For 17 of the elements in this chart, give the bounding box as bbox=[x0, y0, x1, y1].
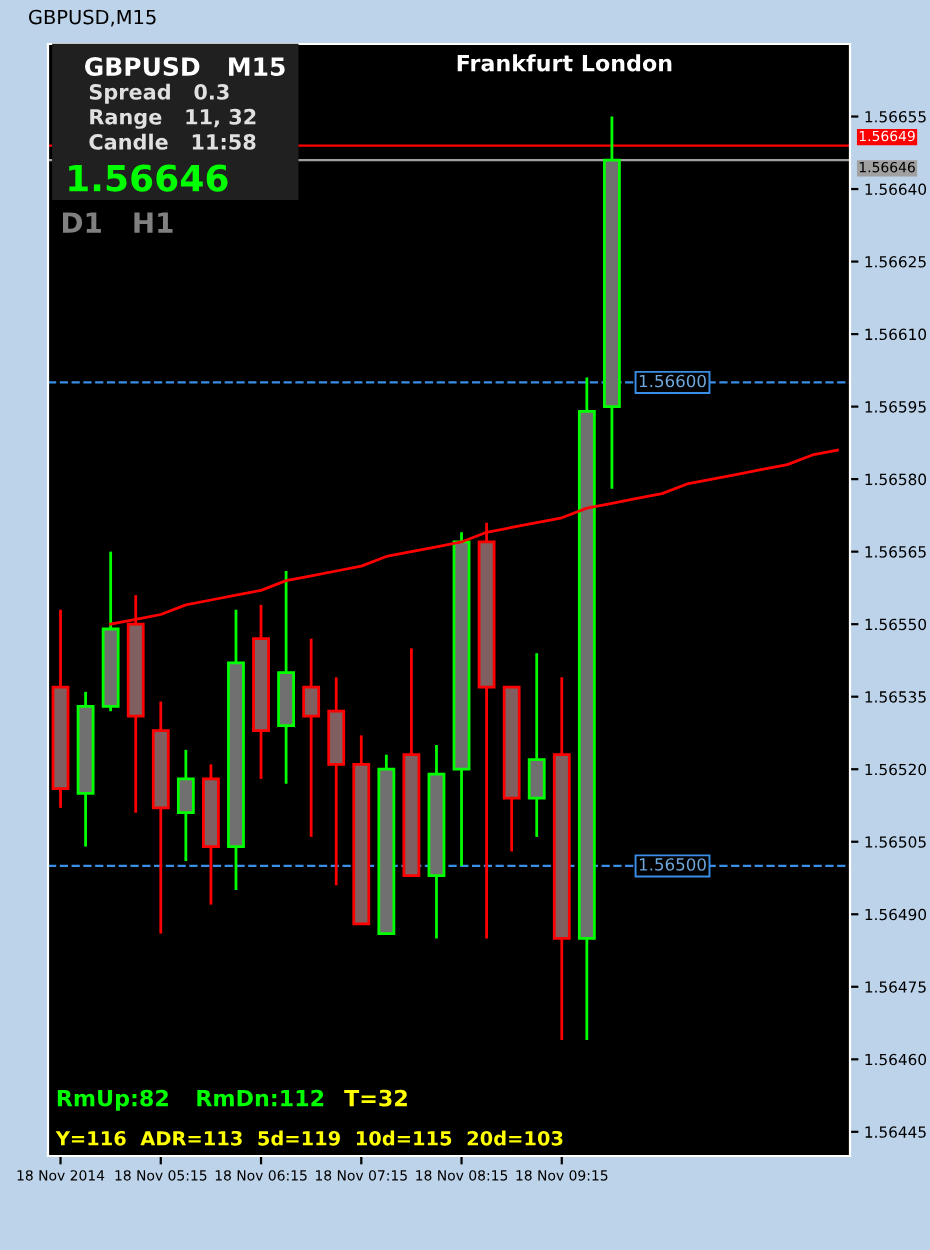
candlestick bbox=[176, 748, 195, 863]
annotation: Frankfurt London bbox=[457, 54, 672, 72]
annotation: Spread 0.3 bbox=[89, 83, 229, 104]
candlestick bbox=[527, 651, 546, 839]
annotation: GBPUSD M15 bbox=[84, 57, 285, 76]
annotation: T=32 bbox=[344, 1089, 407, 1107]
ref-line-label: 1.56500 bbox=[639, 858, 706, 871]
annotation: RmUp:82 bbox=[57, 1089, 168, 1111]
annotation: D1 H1 bbox=[63, 212, 173, 233]
ref-line-label: 1.56600 bbox=[639, 374, 706, 388]
candlestick bbox=[302, 637, 321, 839]
chart-title: GBPUSD,M15 bbox=[28, 9, 156, 27]
annotation: Y=116 ADR=113 5d=119 10d=115 20d=103 bbox=[55, 1130, 563, 1146]
annotation: RmDn:112 bbox=[197, 1089, 324, 1107]
annotation: Range 11, 32 bbox=[90, 108, 256, 129]
annotation: Candle 11:58 bbox=[89, 133, 256, 150]
annotation: 1.56646 bbox=[69, 164, 228, 192]
